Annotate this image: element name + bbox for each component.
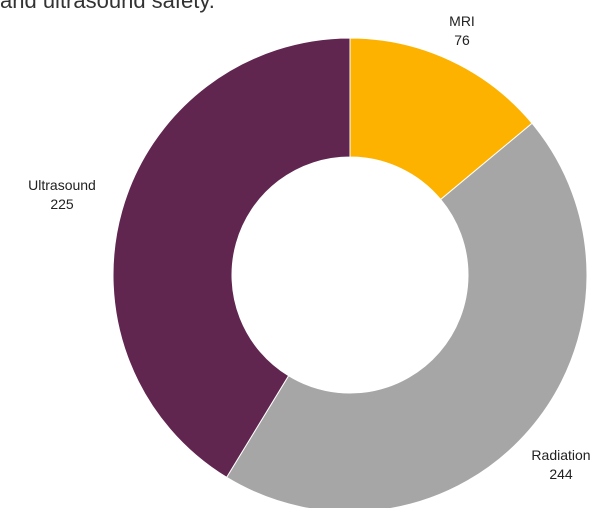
slice-ultrasound (112, 37, 351, 479)
slice-label-radiation: Radiation 244 (531, 447, 590, 482)
slice-label-value: 244 (549, 466, 573, 482)
slice-label-ultrasound: Ultrasound 225 (28, 177, 96, 212)
slice-label-name: MRI (449, 13, 475, 29)
slice-mri (349, 37, 533, 201)
slice-label-name: Ultrasound (28, 177, 96, 193)
slice-label-value: 76 (454, 32, 470, 48)
chart-title: and ultrasound safety. (0, 0, 215, 13)
slice-label-name: Radiation (531, 447, 590, 463)
slice-label-mri: MRI 76 (449, 13, 475, 48)
slice-radiation (225, 122, 588, 508)
slice-label-value: 225 (50, 196, 74, 212)
